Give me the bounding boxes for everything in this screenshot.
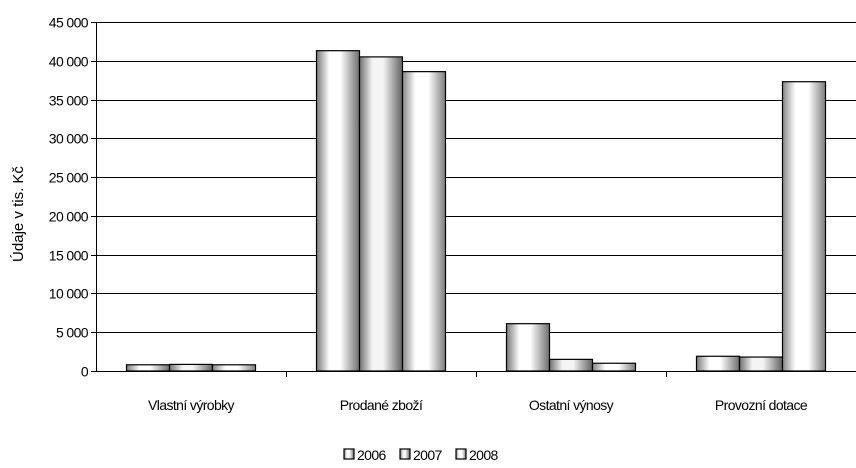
bar-2007-3 (738, 356, 784, 372)
bar-2007-0 (168, 363, 214, 372)
y-tick-label: 5 000 (56, 325, 89, 341)
y-tick-label: 35 000 (49, 93, 89, 109)
bar-2008-1 (401, 71, 447, 372)
legend-label-2007: 2007 (413, 447, 443, 463)
bar-2006-3 (695, 355, 741, 372)
legend-swatch-2006 (343, 448, 355, 460)
y-tick-label: 10 000 (49, 286, 89, 302)
legend-swatch-2008 (455, 448, 467, 460)
y-tick-label: 45 000 (49, 15, 89, 31)
legend-label-2008: 2008 (469, 447, 499, 463)
y-tick-label: 25 000 (49, 170, 89, 186)
legend-label-2006: 2006 (357, 447, 387, 463)
category-label: Prodané zboží (340, 397, 423, 413)
bar-2008-3 (781, 81, 827, 372)
bar-2006-2 (505, 323, 551, 372)
category-label: Ostatní výnosy (529, 397, 614, 413)
legend-swatch-2007 (399, 448, 411, 460)
axes (91, 22, 856, 377)
bar-2008-0 (211, 364, 257, 372)
bar-2008-2 (591, 362, 637, 372)
y-tick-label: 30 000 (49, 131, 89, 147)
legend: 2006 2007 2008 (343, 447, 499, 463)
y-tick-label: 40 000 (49, 54, 89, 70)
y-tick-label: 20 000 (49, 209, 89, 225)
y-tick-label: 0 (81, 364, 89, 380)
bar-2006-1 (315, 50, 361, 372)
bar-2006-0 (125, 364, 171, 372)
y-tick-label: 15 000 (49, 248, 89, 264)
category-label: Vlastní výrobky (148, 397, 235, 413)
bars (125, 50, 827, 372)
bar-2007-1 (358, 56, 404, 372)
category-labels: Vlastní výrobky Prodané zboží Ostatní výno… (148, 397, 808, 413)
category-label: Provozní dotace (715, 397, 808, 413)
gridlines (96, 22, 856, 333)
y-axis-title: Údaje v tis. Kč (10, 166, 27, 262)
y-tick-labels: 0 5 000 10 000 15 000 20 000 25 000 30 000 35 0… (49, 15, 90, 380)
bar-2007-2 (548, 358, 594, 372)
